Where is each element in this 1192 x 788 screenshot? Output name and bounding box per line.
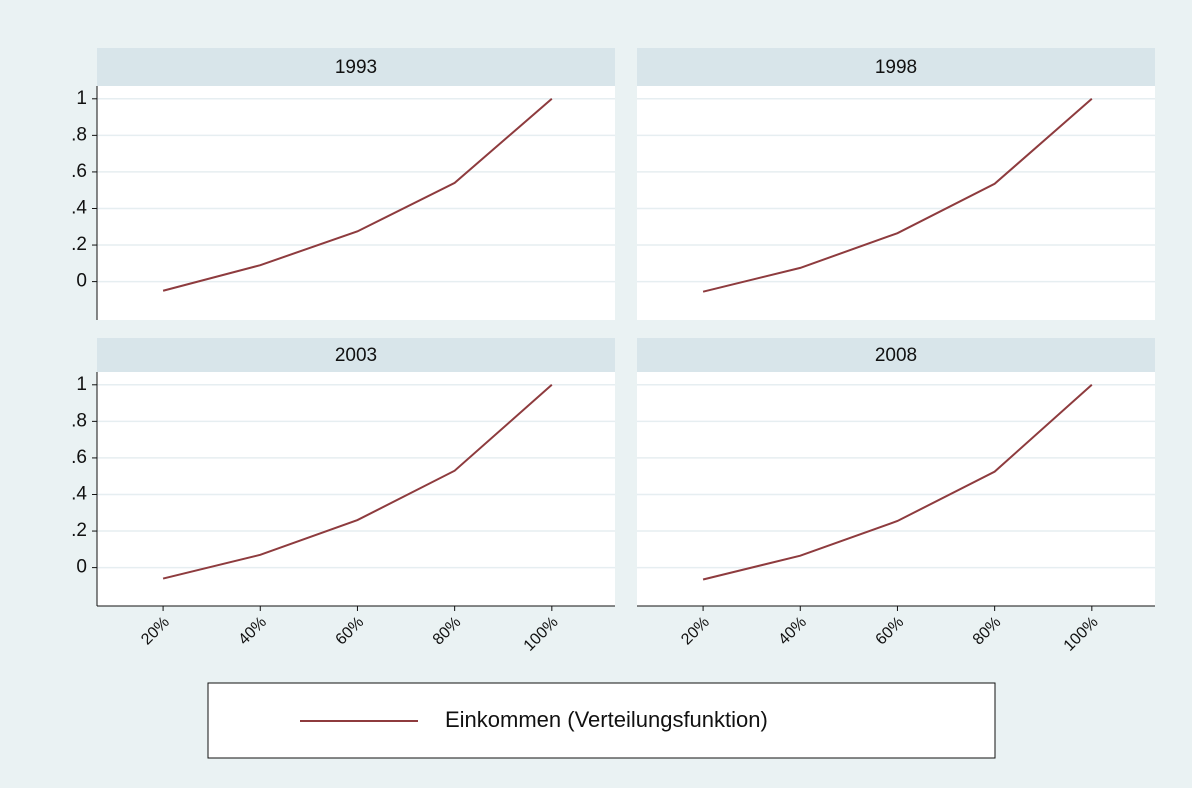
y-tick-label: .6 bbox=[71, 161, 87, 182]
y-tick-label: .2 bbox=[71, 520, 87, 541]
panel-title: 1998 bbox=[875, 57, 917, 78]
y-tick-label: .2 bbox=[71, 234, 87, 255]
series-line bbox=[162, 384, 553, 580]
plot-area bbox=[97, 86, 615, 320]
panel-header bbox=[637, 48, 1155, 86]
y-tick-label: 0 bbox=[76, 557, 87, 578]
y-tick-label: .8 bbox=[71, 410, 87, 431]
panel-title: 2003 bbox=[335, 345, 377, 366]
panel-title: 1993 bbox=[335, 57, 377, 78]
y-tick-label: .4 bbox=[71, 198, 87, 219]
plot-area bbox=[637, 86, 1155, 320]
y-tick-label: .4 bbox=[71, 484, 87, 505]
plot-area bbox=[97, 372, 615, 606]
series-line bbox=[702, 98, 1093, 293]
plot-area bbox=[637, 372, 1155, 606]
panel-header bbox=[97, 338, 615, 372]
panel-header bbox=[637, 338, 1155, 372]
y-tick-label: 0 bbox=[76, 271, 87, 292]
y-tick-label: 1 bbox=[76, 374, 87, 395]
panel-header bbox=[97, 48, 615, 86]
series-line bbox=[162, 98, 553, 292]
panel-title: 2008 bbox=[875, 345, 917, 366]
series-line bbox=[702, 384, 1093, 581]
y-tick-label: .8 bbox=[71, 124, 87, 145]
legend-label: Einkommen (Verteilungsfunktion) bbox=[445, 707, 768, 732]
y-tick-label: 1 bbox=[76, 88, 87, 109]
y-tick-label: .6 bbox=[71, 447, 87, 468]
